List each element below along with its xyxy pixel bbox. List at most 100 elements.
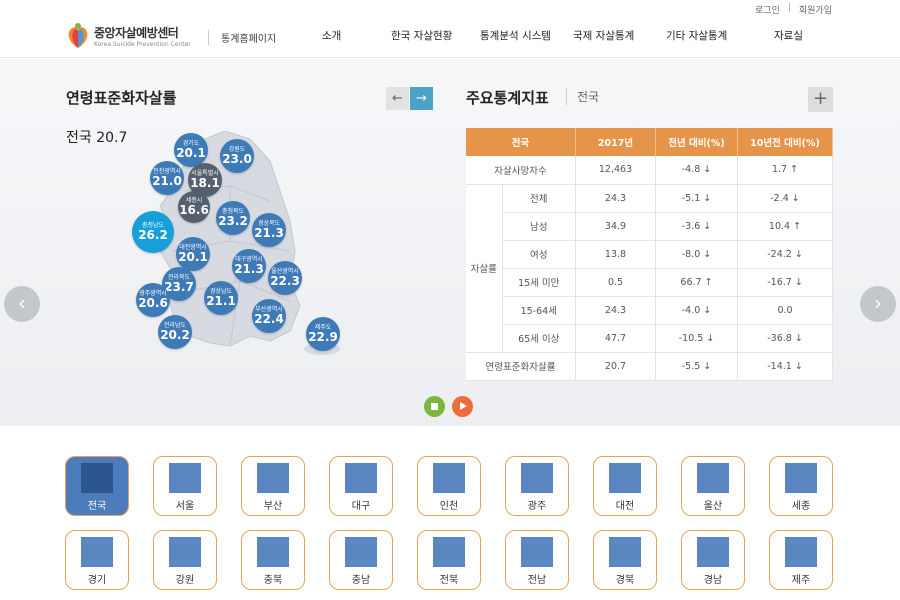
column-header: 전년 대비(%) — [655, 128, 738, 156]
region-bubble[interactable]: 경상남도 21.1 — [204, 281, 238, 315]
region-map-icon — [609, 537, 641, 567]
key-stats-title: 주요통계지표 — [466, 89, 549, 107]
row-label: 연령표준화자살률 — [466, 352, 576, 381]
region-tile[interactable]: 전북 — [417, 530, 481, 590]
region-tile-label: 대구 — [351, 501, 371, 512]
logo-icon — [66, 22, 90, 50]
logo-korean: 중앙자살예방센터 — [94, 26, 179, 40]
cell-decade: -16.7 ↓ — [737, 268, 833, 297]
region-bubble[interactable]: 세종시 16.6 — [178, 191, 210, 223]
region-map-icon — [697, 537, 729, 567]
nav-item-intl-stats[interactable]: 국제 자살통계 — [573, 30, 635, 42]
region-name: 경기도 — [182, 140, 200, 147]
region-name: 대구광역시 — [235, 256, 263, 263]
slide-next-button[interactable]: › — [860, 286, 896, 322]
region-bubble[interactable]: 인천광역시 21.0 — [150, 161, 184, 195]
top-links: 로그인 | 회원가입 — [755, 3, 832, 16]
region-bubble[interactable]: 강원도 23.0 — [220, 139, 254, 173]
region-name: 세종시 — [185, 197, 203, 204]
region-bubble[interactable]: 전라남도 20.2 — [158, 315, 192, 349]
region-tile[interactable]: 울산 — [681, 456, 745, 516]
nav-item-resources[interactable]: 자료실 — [774, 30, 803, 42]
region-name: 제주도 — [314, 324, 332, 331]
region-bubble[interactable]: 제주도 22.9 — [306, 317, 340, 351]
region-tile-label: 경북 — [615, 575, 635, 586]
region-tile[interactable]: 세종 — [769, 456, 833, 516]
region-bubble[interactable]: 부산광역시 22.4 — [252, 299, 286, 333]
region-bubble[interactable]: 경상북도 21.3 — [252, 213, 286, 247]
table-row: 15세 미만 0.5 66.7 ↑ -16.7 ↓ — [466, 268, 833, 297]
region-tile-national[interactable]: 전국 — [65, 456, 129, 516]
region-bubble-selected[interactable]: 충청남도 26.2 — [132, 211, 174, 253]
region-tile[interactable]: 경북 — [593, 530, 657, 590]
stop-icon[interactable] — [424, 396, 445, 417]
region-value: 22.4 — [254, 312, 284, 326]
region-tile[interactable]: 제주 — [769, 530, 833, 590]
region-tile[interactable]: 서울 — [153, 456, 217, 516]
region-tile[interactable]: 강원 — [153, 530, 217, 590]
region-name: 경상남도 — [209, 288, 233, 295]
cell-yoy: -8.0 ↓ — [655, 240, 738, 269]
region-tile-label: 전남 — [527, 575, 547, 586]
region-name: 충청남도 — [141, 222, 165, 229]
nav-item-intro[interactable]: 소개 — [322, 30, 342, 42]
region-bubble[interactable]: 전라북도 23.7 — [162, 267, 196, 301]
region-bubble[interactable]: 대전광역시 20.1 — [176, 237, 210, 271]
prev-indicator-button[interactable]: ← — [386, 87, 409, 110]
play-icon[interactable] — [452, 396, 473, 417]
slide-prev-button[interactable]: ‹ — [4, 286, 40, 322]
cell-year: 47.7 — [575, 324, 656, 353]
join-link[interactable]: 회원가입 — [798, 6, 832, 16]
region-tile[interactable]: 충남 — [329, 530, 393, 590]
cell-decade: 0.0 — [737, 296, 833, 325]
region-value: 16.6 — [179, 203, 209, 217]
region-tile[interactable]: 경남 — [681, 530, 745, 590]
region-value: 20.6 — [138, 296, 168, 310]
region-map-icon — [785, 537, 817, 567]
region-tile[interactable]: 대전 — [593, 456, 657, 516]
cell-year: 12,463 — [575, 156, 656, 185]
region-name: 충청북도 — [221, 208, 245, 215]
region-value: 21.3 — [234, 262, 264, 276]
region-bubble[interactable]: 울산광역시 22.3 — [268, 261, 302, 295]
cell-yoy: -3.6 ↓ — [655, 212, 738, 241]
column-header: 2017년 — [575, 128, 656, 156]
nav-item-other-stats[interactable]: 기타 자살통계 — [666, 30, 728, 42]
region-bubble[interactable]: 충청북도 23.2 — [216, 201, 250, 235]
table-row: 남성 34.9 -3.6 ↓ 10.4 ↑ — [466, 212, 833, 241]
region-tile-label: 경기 — [87, 575, 107, 586]
region-name: 강원도 — [228, 146, 246, 153]
nav-item-korea-status[interactable]: 한국 자살현황 — [391, 30, 453, 42]
table-row: 여성 13.8 -8.0 ↓ -24.2 ↓ — [466, 240, 833, 269]
login-link[interactable]: 로그인 — [754, 6, 780, 16]
stats-home-link[interactable]: 통계홈페이지 — [208, 30, 276, 45]
region-value: 20.2 — [160, 328, 190, 342]
region-bubble[interactable]: 경기도 20.1 — [174, 133, 208, 167]
region-tile[interactable]: 부산 — [241, 456, 305, 516]
table-row: 65세 이상 47.7 -10.5 ↓ -36.8 ↓ — [466, 324, 833, 353]
region-map-icon — [697, 463, 729, 493]
cell-decade: -36.8 ↓ — [737, 324, 833, 353]
region-tile[interactable]: 광주 — [505, 456, 569, 516]
region-value: 23.7 — [164, 280, 194, 294]
region-map-icon — [785, 463, 817, 493]
region-name: 서울특별시 — [191, 170, 219, 177]
next-indicator-button[interactable]: → — [410, 87, 433, 110]
region-tile[interactable]: 인천 — [417, 456, 481, 516]
key-stats-table: 전국 2017년 전년 대비(%) 10년전 대비(%) 자살사망자수 12,4… — [466, 128, 833, 381]
top-links-separator: | — [787, 3, 791, 13]
table-row: 15-64세 24.3 -4.0 ↓ 0.0 — [466, 296, 833, 325]
region-tile[interactable]: 전남 — [505, 530, 569, 590]
region-tile[interactable]: 경기 — [65, 530, 129, 590]
region-tile[interactable]: 충북 — [241, 530, 305, 590]
logo-english: Korea Suicide Prevention Center — [94, 41, 191, 48]
region-bubble[interactable]: 광주광역시 20.6 — [136, 283, 170, 317]
more-button[interactable]: + — [808, 87, 833, 112]
region-bubble[interactable]: 대구광역시 21.3 — [232, 249, 266, 283]
region-tile[interactable]: 대구 — [329, 456, 393, 516]
region-value: 22.3 — [270, 274, 300, 288]
logo[interactable]: 중앙자살예방센터 Korea Suicide Prevention Center — [66, 22, 191, 50]
nav-item-analysis-system[interactable]: 통계분석 시스템 — [480, 30, 551, 42]
region-tile-label: 부산 — [263, 501, 283, 512]
region-map-icon — [345, 537, 377, 567]
